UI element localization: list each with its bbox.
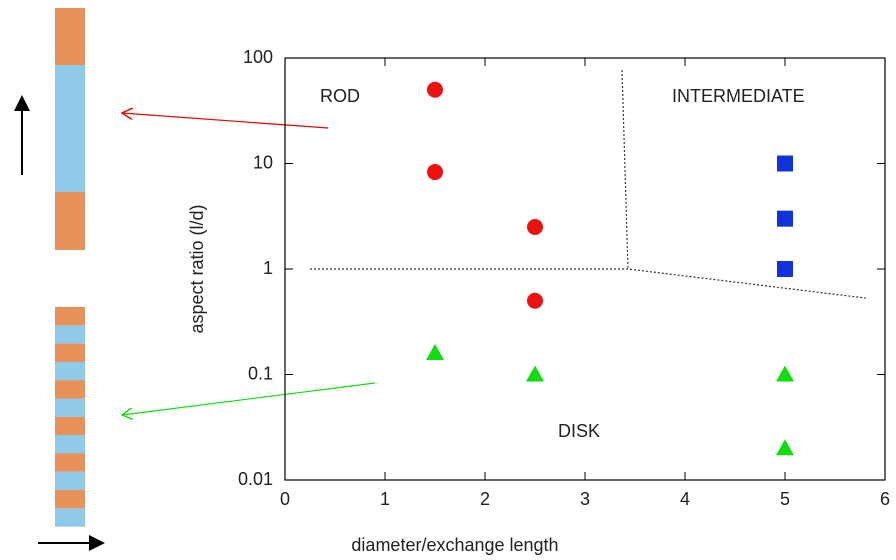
pointer-arrow [122,382,376,415]
stripe [55,325,85,344]
data-point [527,292,543,309]
stripe [55,490,85,509]
data-point [426,343,444,360]
region-label: DISK [558,421,600,441]
data-point [527,219,543,236]
x-tick-label: 4 [680,489,690,509]
x-tick-label: 5 [780,489,790,509]
stripe [55,380,85,399]
region-label: ROD [320,86,360,106]
x-tick-label: 3 [580,489,590,509]
data-point [526,365,544,382]
x-tick-label: 0 [280,489,290,509]
stripe [55,307,85,326]
stripe [55,398,85,417]
y-tick-label: 100 [243,47,273,67]
x-tick-label: 6 [880,489,890,509]
data-point [427,164,443,181]
data-point [427,81,443,98]
y-tick-label: 1 [263,258,273,278]
rod-striped [55,307,85,527]
data-point [776,365,794,382]
y-axis-label: aspect ratio (l/d) [187,204,207,333]
data-point [776,439,794,456]
data-point [777,155,793,172]
stripe [55,416,85,436]
stripe [55,453,85,472]
data-point [777,261,793,277]
region-boundary [621,69,629,270]
stripe [55,361,85,381]
x-axis-label: diameter/exchange length [351,535,558,555]
y-tick-label: 10 [253,152,273,172]
data-point [777,210,793,227]
stripe [55,508,85,527]
x-tick-label: 1 [380,489,390,509]
stripe [55,435,85,454]
stripe [55,471,85,491]
region-boundary [310,268,867,299]
rod-domain [55,65,85,192]
region-label: INTERMEDIATE [672,86,805,106]
illustration [14,8,376,551]
y-tick-label: 0.1 [248,363,273,383]
stripe [55,343,85,362]
x-tick-label: 2 [480,489,490,509]
pointer-arrow [122,113,329,129]
y-tick-label: 0.01 [238,469,273,489]
